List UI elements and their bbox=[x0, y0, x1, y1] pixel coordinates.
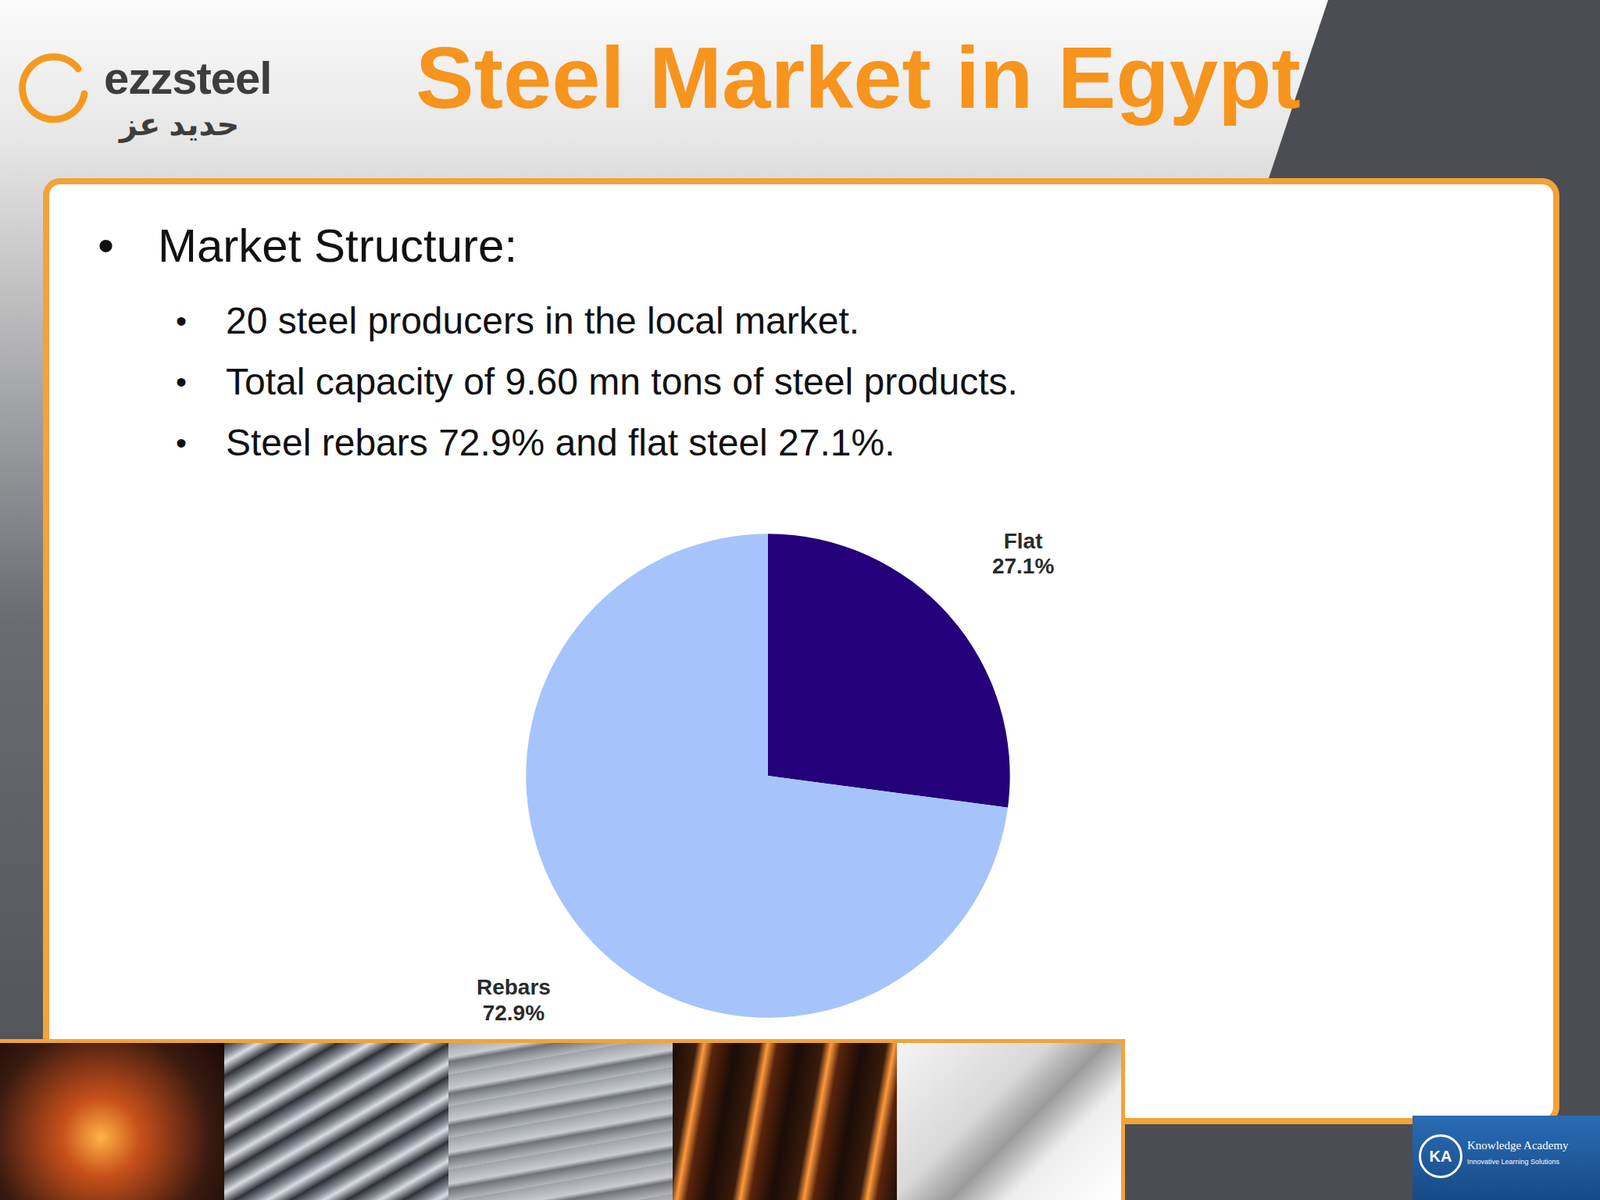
html-text:Steel Market in Egypt: Steel Market in Egypt bbox=[415, 28, 1301, 127]
svg-text:Rebars72.9%: Rebars72.9% bbox=[476, 975, 551, 1025]
svg-text:Flat27.1%: Flat27.1% bbox=[992, 528, 1054, 579]
html-text:حديد عز: حديد عز bbox=[119, 107, 240, 142]
html-text:Knowledge Academy: Knowledge Academy bbox=[1467, 1139, 1569, 1152]
html-text:ezzsteel: ezzsteel bbox=[103, 52, 272, 104]
html-text:Total capacity of 9.60 mn tons: Total capacity of 9.60 mn tons of steel … bbox=[225, 360, 1018, 403]
html-text:Steel rebars 72.9% and flat st: Steel rebars 72.9% and flat steel 27.1%. bbox=[225, 421, 895, 464]
html-text:Innovative Learning Solutions: Innovative Learning Solutions bbox=[1467, 1157, 1560, 1166]
html-text:Market Structure:: Market Structure: bbox=[157, 219, 518, 272]
html-text:KA: KA bbox=[1429, 1147, 1452, 1165]
html-text:20 steel producers in the loca: 20 steel producers in the local market. bbox=[225, 300, 860, 342]
